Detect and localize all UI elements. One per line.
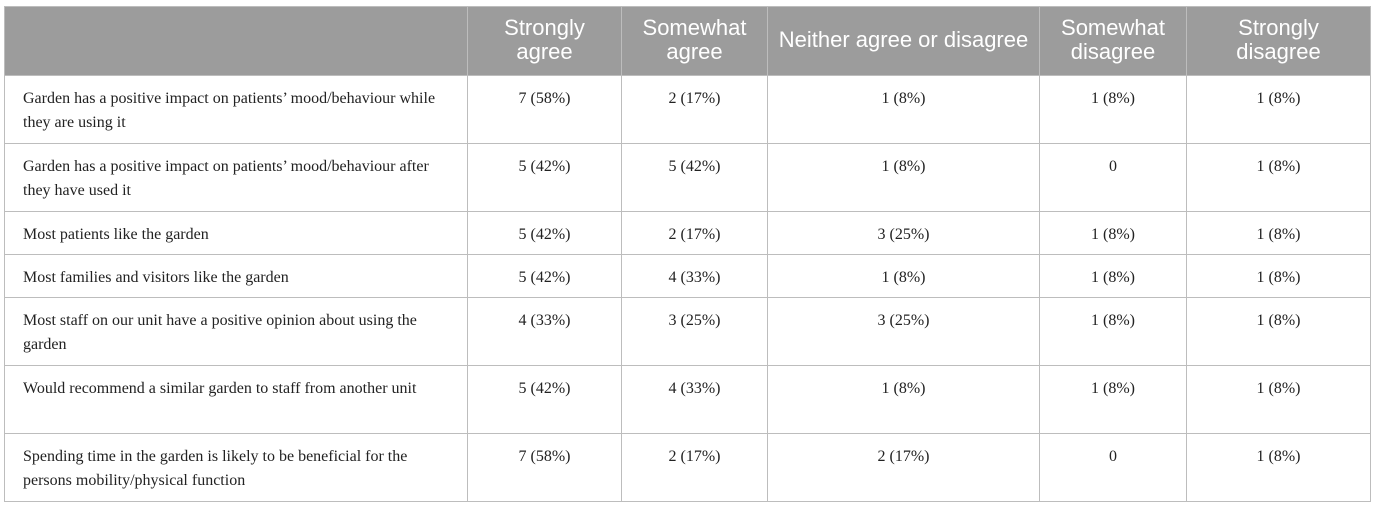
cell-strongly-disagree: 1 (8%) bbox=[1186, 297, 1371, 366]
header-empty bbox=[4, 6, 468, 76]
cell-strongly-disagree: 1 (8%) bbox=[1186, 433, 1371, 502]
header-strongly-disagree: Strongly disagree bbox=[1186, 6, 1371, 76]
cell-somewhat-disagree: 0 bbox=[1039, 143, 1187, 212]
cell-strongly-agree: 5 (42%) bbox=[467, 365, 622, 434]
header-neither: Neither agree or disagree bbox=[767, 6, 1040, 76]
row-label: Most staff on our unit have a positive o… bbox=[4, 297, 468, 366]
cell-somewhat-agree: 3 (25%) bbox=[621, 297, 768, 366]
cell-somewhat-agree: 5 (42%) bbox=[621, 143, 768, 212]
cell-strongly-disagree: 1 (8%) bbox=[1186, 211, 1371, 255]
table-row: Most staff on our unit have a positive o… bbox=[4, 297, 1371, 366]
cell-neither: 3 (25%) bbox=[767, 211, 1040, 255]
cell-strongly-agree: 5 (42%) bbox=[467, 254, 622, 298]
header-somewhat-agree: Somewhat agree bbox=[621, 6, 768, 76]
cell-neither: 1 (8%) bbox=[767, 365, 1040, 434]
cell-strongly-disagree: 1 (8%) bbox=[1186, 75, 1371, 144]
cell-somewhat-disagree: 1 (8%) bbox=[1039, 297, 1187, 366]
row-label: Garden has a positive impact on patients… bbox=[4, 143, 468, 212]
row-label: Would recommend a similar garden to staf… bbox=[4, 365, 468, 434]
cell-strongly-agree: 5 (42%) bbox=[467, 211, 622, 255]
cell-somewhat-agree: 2 (17%) bbox=[621, 211, 768, 255]
cell-strongly-agree: 7 (58%) bbox=[467, 433, 622, 502]
cell-somewhat-agree: 4 (33%) bbox=[621, 254, 768, 298]
table-row: Garden has a positive impact on patients… bbox=[4, 143, 1371, 212]
cell-somewhat-agree: 4 (33%) bbox=[621, 365, 768, 434]
cell-strongly-agree: 7 (58%) bbox=[467, 75, 622, 144]
table-row: Would recommend a similar garden to staf… bbox=[4, 365, 1371, 434]
row-label: Most patients like the garden bbox=[4, 211, 468, 255]
cell-strongly-disagree: 1 (8%) bbox=[1186, 254, 1371, 298]
cell-somewhat-disagree: 0 bbox=[1039, 433, 1187, 502]
cell-neither: 2 (17%) bbox=[767, 433, 1040, 502]
survey-table-container: Strongly agree Somewhat agree Neither ag… bbox=[4, 6, 1371, 502]
table-row: Most families and visitors like the gard… bbox=[4, 254, 1371, 298]
cell-somewhat-agree: 2 (17%) bbox=[621, 433, 768, 502]
row-label: Most families and visitors like the gard… bbox=[4, 254, 468, 298]
cell-neither: 3 (25%) bbox=[767, 297, 1040, 366]
cell-strongly-agree: 5 (42%) bbox=[467, 143, 622, 212]
header-row: Strongly agree Somewhat agree Neither ag… bbox=[4, 6, 1371, 76]
cell-neither: 1 (8%) bbox=[767, 143, 1040, 212]
cell-somewhat-agree: 2 (17%) bbox=[621, 75, 768, 144]
survey-table: Strongly agree Somewhat agree Neither ag… bbox=[4, 6, 1371, 502]
row-label: Spending time in the garden is likely to… bbox=[4, 433, 468, 502]
cell-strongly-disagree: 1 (8%) bbox=[1186, 143, 1371, 212]
cell-strongly-disagree: 1 (8%) bbox=[1186, 365, 1371, 434]
table-row: Garden has a positive impact on patients… bbox=[4, 75, 1371, 144]
header-strongly-agree: Strongly agree bbox=[467, 6, 622, 76]
cell-somewhat-disagree: 1 (8%) bbox=[1039, 211, 1187, 255]
header-somewhat-disagree: Somewhat disagree bbox=[1039, 6, 1187, 76]
table-row: Spending time in the garden is likely to… bbox=[4, 433, 1371, 502]
cell-neither: 1 (8%) bbox=[767, 75, 1040, 144]
cell-neither: 1 (8%) bbox=[767, 254, 1040, 298]
cell-strongly-agree: 4 (33%) bbox=[467, 297, 622, 366]
cell-somewhat-disagree: 1 (8%) bbox=[1039, 75, 1187, 144]
table-row: Most patients like the garden 5 (42%) 2 … bbox=[4, 211, 1371, 255]
cell-somewhat-disagree: 1 (8%) bbox=[1039, 365, 1187, 434]
row-label: Garden has a positive impact on patients… bbox=[4, 75, 468, 144]
cell-somewhat-disagree: 1 (8%) bbox=[1039, 254, 1187, 298]
